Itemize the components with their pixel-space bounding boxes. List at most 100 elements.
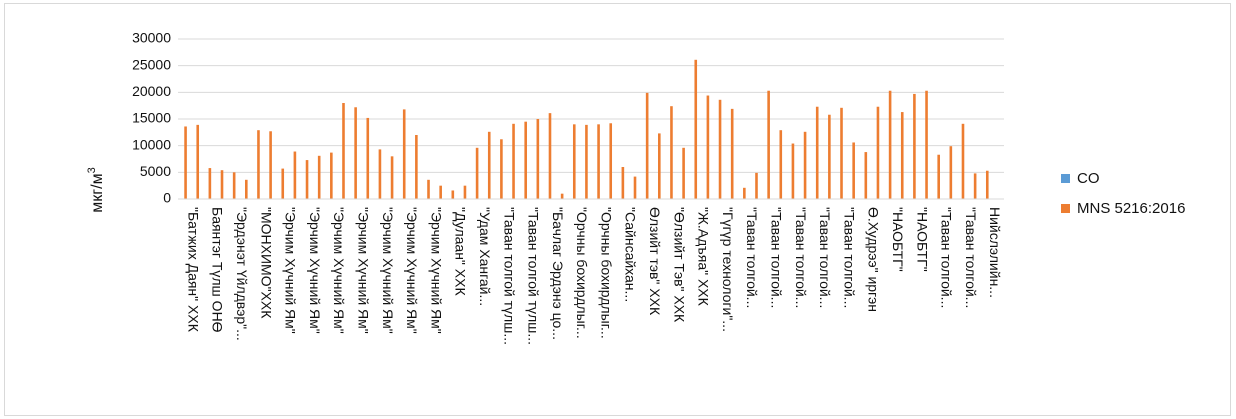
legend-label-mns: MNS 5216:2016 [1077, 199, 1186, 217]
bar-mns [937, 154, 940, 199]
x-tick-label: Нийслэлийн... [987, 207, 1003, 298]
legend-item-mns: MNS 5216:2016 [1061, 198, 1185, 218]
bar-mns [305, 160, 309, 199]
bar-mns [815, 106, 819, 199]
x-axis-ticks: "Батжих Даян" ХХК Баянтэг Түлш ОНӨ "Эрдэнэ… [185, 207, 1003, 345]
bar-mns [828, 114, 831, 199]
x-tick-label: "Гүгүр технологи"... [720, 207, 736, 332]
bar-mns [536, 119, 540, 199]
x-tick-label: "Таван толгой... [793, 207, 809, 308]
bar-mns [743, 187, 746, 199]
x-tick-label: "Дулаан" ХХК [453, 207, 469, 296]
bar-mns [354, 107, 357, 199]
bar-mns [512, 123, 515, 199]
bar-mns [949, 146, 953, 199]
bar-mns [852, 142, 855, 199]
x-tick-label: Баянтэг Түлш ОНӨ [210, 207, 226, 333]
bar-mns [500, 139, 503, 199]
bar-mns [658, 133, 661, 199]
bar-mns [791, 143, 795, 199]
bar-mns [633, 176, 637, 199]
x-tick-label: "Таван толгой... [939, 207, 955, 308]
x-tick-label: "Эрчим Хүчний Ям" [380, 207, 396, 334]
bar-mns [463, 185, 467, 199]
bar-mns [609, 123, 613, 199]
x-tick-label: "Орчны бохирдлыг... [598, 207, 614, 339]
bar-mns [293, 151, 297, 199]
x-tick-label: "Эрдэнэт Үйлдвэр"... [234, 207, 250, 341]
bar-mns [925, 90, 928, 199]
y-axis-title: мкг/м3 [86, 167, 106, 212]
bar-mns [415, 135, 418, 199]
bar-mns [840, 107, 843, 199]
bar-mns [269, 131, 272, 199]
bar-mns [439, 185, 442, 199]
bar-mns [317, 155, 321, 199]
x-tick-label: "Эрчим Хүчний Ям" [307, 207, 323, 334]
x-tick-label: "Орчны бохирдлыг... [574, 207, 590, 339]
bar-mns [196, 124, 200, 199]
bar-mns [220, 170, 224, 199]
bar-mns [524, 121, 527, 199]
bar-mns [682, 147, 685, 199]
y-tick-label: 30000 [132, 30, 171, 46]
bar-mns [245, 179, 248, 199]
bar-mns [767, 90, 770, 199]
bar-mns [402, 109, 406, 199]
x-tick-label: "Ж.Адъяа" ХХК [696, 207, 712, 307]
bar-mns [208, 168, 212, 199]
bar-mns [366, 117, 370, 199]
legend-item-co: CO [1061, 168, 1100, 188]
bar-mns [803, 131, 807, 199]
bar-mns [888, 90, 892, 199]
y-tick-label: 10000 [132, 136, 171, 152]
x-tick-label: "Эрчим Хүчний Ям" [428, 207, 444, 334]
x-tick-label: "Эрчим Хүчний Ям" [355, 207, 371, 334]
x-tick-label: "Эрчим Хүчний Ям" [404, 207, 420, 334]
bar-mns [779, 130, 783, 199]
bar-mns [487, 131, 491, 199]
x-tick-label: "Таван толгой... [841, 207, 857, 308]
bar-mns [730, 108, 734, 199]
x-tick-label: "Батжих Даян" ХХК [185, 207, 201, 333]
bar-mns [876, 106, 880, 199]
bar-mns [621, 167, 625, 199]
bar-mns [232, 172, 236, 199]
bar-mns [597, 124, 600, 199]
x-tick-label: Өлзийт тэв" ХХК [647, 207, 663, 316]
x-tick-label: "Таван толгой... [744, 207, 760, 308]
x-tick-label: "Эрчим Хүчний Ям" [331, 207, 347, 334]
bars [184, 59, 989, 199]
bar-mns [451, 190, 455, 199]
bar-mns [330, 152, 333, 199]
legend-swatch-mns [1061, 203, 1070, 213]
bar-mns [427, 179, 430, 199]
y-axis-ticks: 0 5000 10000 15000 20000 25000 30000 [132, 30, 171, 206]
bar-mns [694, 59, 698, 199]
bar-mns [184, 126, 187, 199]
x-tick-label: "НАОБТГ" [914, 207, 930, 272]
bar-mns [900, 112, 904, 199]
x-tick-label: "Таван толгой түлш... [526, 207, 542, 345]
bar-mns [378, 149, 382, 199]
x-tick-label: "МОНХИМО"ХХК [258, 207, 274, 319]
x-tick-label: Ө.Худрээ" иргэн [866, 207, 882, 312]
bar-mns [475, 147, 479, 199]
legend-swatch-co [1061, 173, 1070, 183]
x-tick-label: "Бачлаг Эрдэнэ цо... [550, 207, 566, 340]
bar-mns [985, 170, 989, 199]
bar-mns [257, 130, 260, 199]
y-axis-title-text: мкг/м [89, 173, 106, 212]
bar-mns [706, 95, 710, 199]
chart-legend: CO MNS 5216:2016 [1061, 168, 1226, 222]
bar-mns [718, 99, 722, 199]
x-tick-label: "Удам Хангай... [477, 207, 493, 306]
bar-mns [548, 113, 552, 199]
x-tick-label: "НАОБТГ" [890, 207, 906, 272]
bar-mns [390, 156, 394, 199]
bar-mns [281, 168, 285, 199]
legend-label-co: CO [1077, 169, 1100, 187]
bar-mns [961, 123, 965, 199]
bar-mns [670, 106, 673, 199]
